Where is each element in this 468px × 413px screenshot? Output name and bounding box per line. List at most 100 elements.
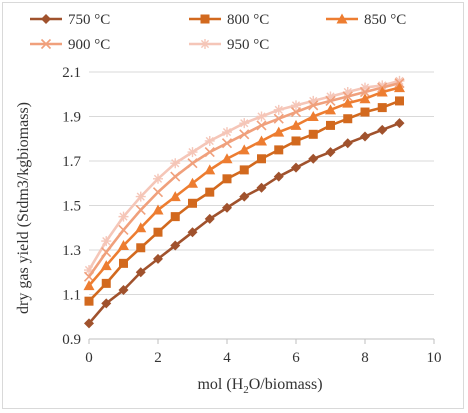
- legend-entry: 900 °C: [30, 37, 110, 53]
- x-tick-label: 2: [154, 350, 162, 366]
- data-point: [84, 265, 94, 276]
- data-point: [308, 153, 319, 164]
- data-point: [377, 80, 388, 91]
- data-point: [83, 280, 95, 291]
- data-point: [83, 271, 95, 282]
- data-point: [377, 103, 387, 113]
- data-point: [395, 96, 404, 106]
- series-4: [84, 75, 405, 276]
- data-point: [343, 114, 353, 124]
- data-point: [325, 104, 336, 115]
- data-point: [325, 91, 336, 102]
- data-point: [101, 236, 112, 247]
- data-point: [204, 135, 215, 146]
- legend-entry: 850 °C: [326, 12, 406, 28]
- x-tick-label: 6: [292, 350, 300, 366]
- data-point: [188, 198, 197, 208]
- y-axis-label: dry gas yield (Stdm3/kgbiomass): [15, 102, 32, 314]
- data-point: [222, 127, 232, 138]
- y-tick-label: 1.1: [62, 288, 81, 304]
- data-point: [187, 147, 198, 158]
- data-point: [135, 204, 146, 216]
- data-point: [360, 107, 370, 117]
- data-point: [221, 153, 233, 164]
- x-tick-label: 8: [361, 350, 369, 366]
- data-point: [360, 82, 370, 93]
- data-point: [170, 171, 181, 182]
- data-point: [342, 87, 353, 98]
- data-point: [257, 154, 266, 164]
- y-tick-label: 1.9: [62, 110, 81, 126]
- data-point: [239, 129, 250, 140]
- data-point: [135, 222, 147, 233]
- data-point: [239, 118, 250, 129]
- data-point: [359, 86, 371, 98]
- data-point: [170, 240, 181, 251]
- data-point: [376, 86, 388, 97]
- data-point: [222, 202, 232, 213]
- data-point: [274, 145, 284, 155]
- series-2: [83, 82, 405, 291]
- legend-entry: 800 °C: [189, 12, 269, 28]
- x-axis-label: mol (H2O/biomass): [197, 376, 322, 396]
- data-point: [152, 204, 164, 215]
- data-point: [291, 136, 301, 146]
- legend-swatch-marker: [40, 38, 52, 50]
- legend-label: 900 °C: [68, 37, 110, 53]
- data-point: [205, 187, 215, 197]
- data-point: [308, 129, 318, 139]
- data-point: [101, 247, 112, 258]
- data-point: [204, 164, 216, 175]
- legend-entry: 750 °C: [30, 12, 110, 28]
- legend-label: 750 °C: [68, 12, 110, 28]
- data-point: [187, 158, 198, 169]
- data-point: [342, 138, 353, 149]
- data-point: [325, 147, 336, 158]
- data-point: [238, 144, 250, 155]
- legend: 750 °C 800 °C 850 °C 900 °C 950 °C: [30, 12, 406, 53]
- x-axis-label-subscript: 2: [243, 384, 249, 396]
- data-point: [326, 120, 335, 130]
- data-point: [308, 95, 319, 106]
- data-point: [136, 243, 146, 253]
- data-point: [221, 138, 233, 149]
- y-tick-label: 2.1: [62, 65, 81, 81]
- y-tick-label: 1.3: [62, 243, 81, 259]
- x-tick-label: 4: [223, 350, 231, 366]
- data-point: [325, 95, 336, 106]
- data-point: [204, 147, 215, 158]
- data-point: [170, 212, 180, 222]
- data-point: [239, 165, 249, 175]
- data-point: [169, 191, 181, 202]
- data-point: [118, 224, 129, 236]
- y-tick-label: 1.7: [62, 154, 81, 170]
- series-3: [83, 78, 405, 282]
- data-point: [153, 227, 163, 237]
- data-point: [273, 104, 284, 115]
- legend-swatch-marker: [41, 14, 51, 24]
- data-point: [101, 278, 111, 288]
- data-point: [118, 285, 129, 296]
- data-point: [256, 120, 267, 131]
- data-point: [170, 158, 181, 169]
- data-point: [273, 113, 284, 124]
- data-point: [135, 191, 146, 202]
- data-point: [394, 82, 405, 93]
- data-point: [118, 240, 129, 251]
- data-point: [204, 213, 215, 224]
- series-0: [84, 118, 405, 329]
- x-tick-label: 0: [85, 350, 93, 366]
- legend-swatch-marker: [200, 14, 210, 24]
- data-point: [119, 258, 128, 268]
- series-line: [87, 79, 400, 271]
- series-line: [87, 81, 400, 278]
- series-1: [84, 96, 404, 306]
- y-tick-label: 1.5: [62, 199, 81, 215]
- data-point: [273, 171, 284, 182]
- data-point: [222, 174, 232, 184]
- data-point: [152, 187, 164, 198]
- data-point: [135, 267, 146, 278]
- data-point: [342, 91, 353, 102]
- legend-label: 850 °C: [364, 12, 406, 28]
